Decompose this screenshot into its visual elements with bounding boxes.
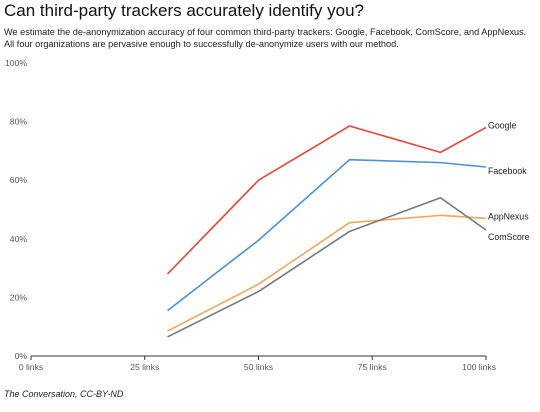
- series-labels: Google Facebook AppNexus ComScore: [488, 120, 530, 242]
- series-label-google: Google: [488, 120, 516, 130]
- y-tick-label: 100%: [5, 58, 27, 68]
- series-line-comscore: [167, 196, 487, 338]
- chart-title: Can third-party trackers accurately iden…: [4, 1, 364, 20]
- series-line-google: [166, 125, 487, 275]
- y-tick-label: 0%: [15, 351, 28, 361]
- series-line-appnexus: [167, 214, 487, 332]
- y-tick-label: 20%: [10, 292, 28, 302]
- x-tick-label: 0 links: [19, 362, 43, 372]
- source-credit: The Conversation, CC-BY-ND: [4, 389, 124, 399]
- series-label-facebook: Facebook: [488, 166, 527, 176]
- y-tick-label: 60%: [10, 175, 28, 185]
- series-label-comscore: ComScore: [488, 232, 530, 242]
- series-label-appnexus: AppNexus: [488, 211, 529, 221]
- y-tick-label: 80%: [10, 117, 28, 127]
- x-tick-label: 50 links: [244, 362, 273, 372]
- series-line-facebook: [167, 158, 487, 312]
- x-tick-label: 25 links: [130, 362, 159, 372]
- x-axis: 0 links 25 links 50 links 75 links 100 links: [19, 355, 496, 372]
- y-tick-label: 40%: [10, 234, 28, 244]
- x-tick-label: 75 links: [358, 362, 387, 372]
- series-lines: [166, 125, 487, 338]
- chart-subtitle: We estimate the de-anonymization accurac…: [4, 27, 527, 49]
- x-tick-label: 100 links: [462, 362, 496, 372]
- y-axis: 0% 20% 40% 60% 80% 100%: [5, 58, 27, 361]
